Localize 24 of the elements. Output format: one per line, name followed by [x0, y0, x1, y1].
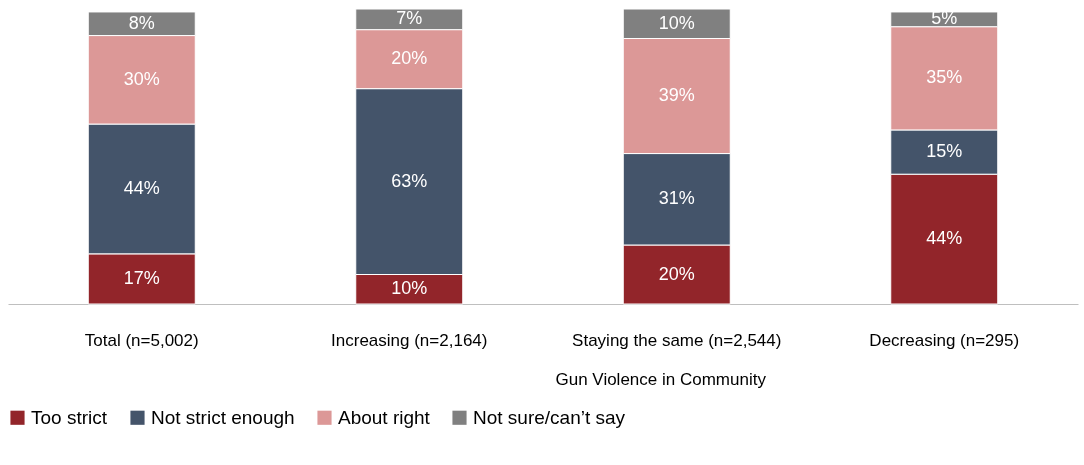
x-tick-label: Total (n=5,002) — [84, 330, 199, 350]
data-label: 17% — [123, 267, 160, 288]
legend-label: Not sure/can’t say — [473, 406, 626, 428]
data-label: 20% — [391, 48, 428, 69]
data-label: 30% — [123, 68, 160, 89]
data-label: 8% — [128, 12, 155, 33]
data-label: 20% — [658, 263, 695, 284]
x-tick-label: Staying the same (n=2,544) — [572, 330, 782, 350]
legend-label: About right — [338, 406, 431, 428]
x-tick-label: Increasing (n=2,164) — [331, 330, 488, 350]
data-label: 10% — [658, 12, 695, 33]
data-label: 39% — [658, 85, 695, 106]
legend-label: Not strict enough — [151, 406, 295, 428]
x-tick-label: Decreasing (n=295) — [869, 330, 1020, 350]
data-label: 7% — [396, 8, 423, 29]
data-label: 31% — [658, 188, 695, 209]
data-label: 10% — [391, 278, 428, 299]
data-label: 63% — [391, 170, 428, 191]
legend-label: Too strict — [31, 406, 108, 428]
data-label: 44% — [926, 228, 963, 249]
data-label: 35% — [926, 67, 963, 88]
data-label: 44% — [123, 177, 160, 198]
data-label: 15% — [926, 141, 963, 162]
x-axis-title: Gun Violence in Community — [555, 370, 767, 389]
